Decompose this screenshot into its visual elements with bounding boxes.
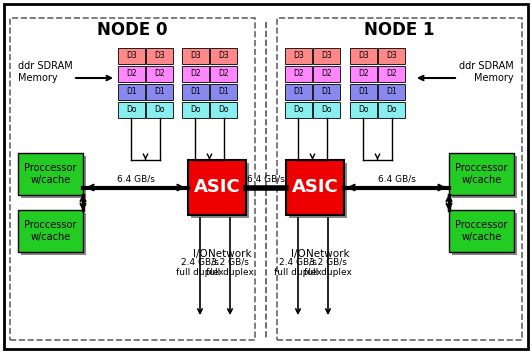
Text: Proccessor
w/cache: Proccessor w/cache — [455, 163, 508, 185]
Text: D2: D2 — [218, 70, 229, 78]
Text: NODE 0: NODE 0 — [97, 21, 167, 39]
Bar — [118, 84, 145, 100]
Text: D3: D3 — [154, 52, 165, 60]
Bar — [289, 163, 347, 218]
Bar — [350, 66, 377, 82]
Bar — [18, 210, 83, 252]
Text: D3: D3 — [293, 52, 304, 60]
Text: Do: Do — [293, 106, 304, 114]
Text: D1: D1 — [154, 88, 165, 96]
Text: Proccessor
w/cache: Proccessor w/cache — [24, 220, 77, 242]
Bar — [182, 84, 209, 100]
Text: Do: Do — [126, 106, 137, 114]
Bar — [286, 160, 344, 215]
Bar — [21, 156, 86, 198]
Bar — [191, 163, 249, 218]
Bar — [21, 213, 86, 255]
Text: 6.4 GB/s: 6.4 GB/s — [378, 175, 415, 184]
Text: 6.4 GB/s: 6.4 GB/s — [117, 175, 154, 184]
Bar — [378, 84, 405, 100]
Text: Do: Do — [154, 106, 165, 114]
Text: 3.2 GB/s
full duplex: 3.2 GB/s full duplex — [206, 257, 254, 277]
Bar — [118, 66, 145, 82]
Bar — [285, 102, 312, 118]
Bar — [118, 48, 145, 64]
Bar — [449, 153, 514, 195]
Text: D3: D3 — [321, 52, 332, 60]
Bar — [285, 48, 312, 64]
Bar — [188, 160, 246, 215]
Bar — [313, 84, 340, 100]
Text: D1: D1 — [126, 88, 137, 96]
Bar — [146, 66, 173, 82]
Text: 3.2 GB/s
full duplex: 3.2 GB/s full duplex — [304, 257, 352, 277]
Text: NODE 1: NODE 1 — [364, 21, 434, 39]
Text: I/O: I/O — [193, 249, 207, 259]
Text: D3: D3 — [126, 52, 137, 60]
Text: 2.4 GB/s
full duplex: 2.4 GB/s full duplex — [176, 257, 224, 277]
Text: D1: D1 — [386, 88, 397, 96]
Bar — [10, 18, 255, 340]
Text: 6.4 GB/s: 6.4 GB/s — [247, 175, 285, 184]
Bar — [210, 102, 237, 118]
Text: ASIC: ASIC — [194, 179, 240, 197]
Bar — [350, 102, 377, 118]
Bar — [313, 48, 340, 64]
Text: Do: Do — [386, 106, 397, 114]
Text: ddr SDRAM
Memory: ddr SDRAM Memory — [18, 61, 73, 83]
Bar — [182, 48, 209, 64]
Text: D3: D3 — [386, 52, 397, 60]
Text: D2: D2 — [190, 70, 201, 78]
Text: D1: D1 — [190, 88, 201, 96]
Bar — [350, 48, 377, 64]
Text: D2: D2 — [293, 70, 304, 78]
Text: Proccessor
w/cache: Proccessor w/cache — [24, 163, 77, 185]
Text: Do: Do — [190, 106, 201, 114]
Text: D2: D2 — [321, 70, 332, 78]
Text: D1: D1 — [293, 88, 304, 96]
Text: D1: D1 — [218, 88, 229, 96]
Bar — [449, 210, 514, 252]
Bar — [146, 84, 173, 100]
Text: D2: D2 — [358, 70, 369, 78]
Bar — [378, 66, 405, 82]
Bar — [146, 102, 173, 118]
Bar — [146, 48, 173, 64]
Text: ASIC: ASIC — [292, 179, 338, 197]
Text: D3: D3 — [190, 52, 201, 60]
Bar — [210, 84, 237, 100]
Bar — [378, 102, 405, 118]
Bar — [452, 156, 517, 198]
Text: D2: D2 — [154, 70, 165, 78]
Text: D3: D3 — [358, 52, 369, 60]
Text: D1: D1 — [321, 88, 332, 96]
Bar — [452, 213, 517, 255]
Text: D2: D2 — [126, 70, 137, 78]
Bar — [18, 153, 83, 195]
Text: Network: Network — [306, 249, 350, 259]
Bar — [182, 66, 209, 82]
Text: D2: D2 — [386, 70, 397, 78]
Bar — [285, 84, 312, 100]
Bar — [285, 66, 312, 82]
Text: D3: D3 — [218, 52, 229, 60]
Bar — [118, 102, 145, 118]
Bar — [313, 66, 340, 82]
Bar — [313, 102, 340, 118]
Bar — [378, 48, 405, 64]
Text: Do: Do — [218, 106, 229, 114]
Text: 2.4 GB/s
full duplex: 2.4 GB/s full duplex — [274, 257, 322, 277]
Bar — [210, 48, 237, 64]
Bar — [210, 66, 237, 82]
Text: Do: Do — [321, 106, 332, 114]
Bar — [350, 84, 377, 100]
Text: Network: Network — [208, 249, 252, 259]
Text: Do: Do — [358, 106, 369, 114]
Text: I/O: I/O — [290, 249, 305, 259]
Text: ddr SDRAM
Memory: ddr SDRAM Memory — [459, 61, 514, 83]
Bar — [182, 102, 209, 118]
Text: D1: D1 — [358, 88, 369, 96]
Bar — [277, 18, 522, 340]
Text: Proccessor
w/cache: Proccessor w/cache — [455, 220, 508, 242]
